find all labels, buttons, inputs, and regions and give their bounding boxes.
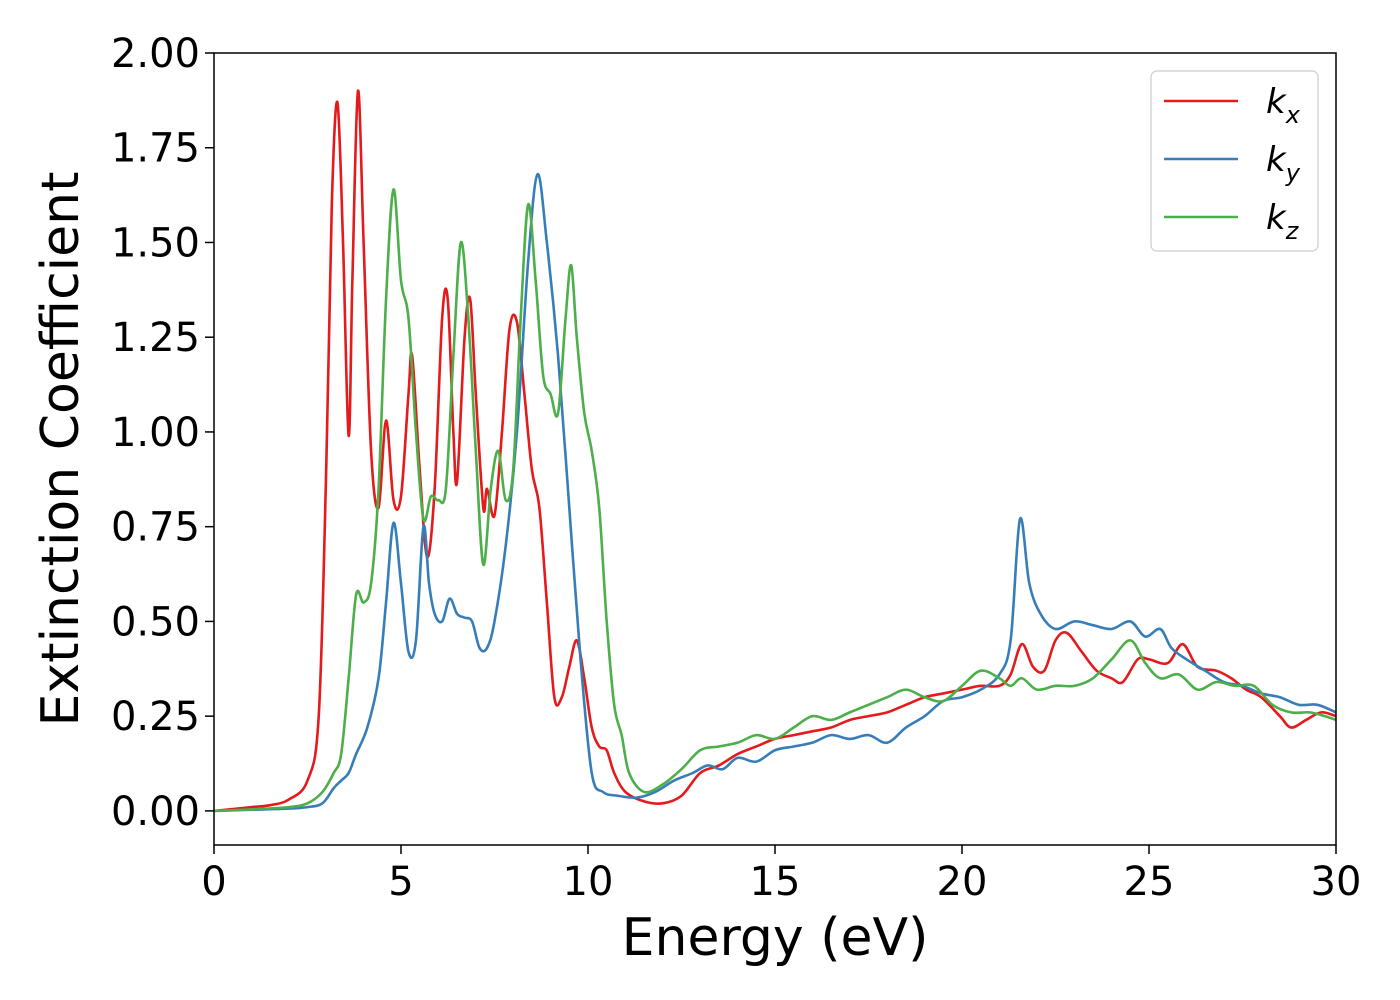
y-tick-label: 0.75 [111, 505, 200, 551]
x-tick-label: 20 [937, 859, 988, 905]
y-tick-label: 0.50 [111, 599, 200, 645]
legend-label-base: k [1266, 82, 1287, 122]
legend-label-subscript: x [1285, 101, 1301, 129]
y-tick-label: 1.75 [111, 126, 200, 172]
y-axis-label: Extinction Coefficient [31, 172, 91, 727]
legend-label-ky: ky [1266, 140, 1301, 187]
legend-label-subscript: z [1285, 217, 1300, 245]
y-tick-label: 0.00 [111, 789, 200, 835]
series-layer [214, 89, 1336, 813]
x-axis-label: Energy (eV) [622, 908, 929, 968]
y-tick-label: 0.25 [111, 694, 200, 740]
x-tick-label: 10 [563, 859, 614, 905]
legend-label-subscript: y [1285, 159, 1301, 187]
legend-label-base: k [1266, 198, 1287, 238]
legend-label-base: k [1266, 140, 1287, 180]
series-line-kz [214, 188, 1336, 813]
y-tick-label: 2.00 [111, 31, 200, 77]
y-tick-label: 1.50 [111, 220, 200, 266]
legend-label-kz: kz [1266, 198, 1300, 245]
y-tick-label: 1.00 [111, 410, 200, 456]
y-tick-label: 1.25 [111, 315, 200, 361]
series-line-ky [214, 172, 1336, 813]
x-tick-label: 5 [388, 859, 413, 905]
legend-label-kx: kx [1266, 82, 1301, 129]
x-tick-label: 15 [750, 859, 801, 905]
series-line-kx [214, 89, 1336, 813]
x-axis: 0 5 10 15 20 25 30 [201, 845, 1361, 905]
x-tick-label: 30 [1311, 859, 1362, 905]
x-tick-label: 0 [201, 859, 226, 905]
legend-box [1150, 70, 1319, 252]
x-tick-label: 25 [1124, 859, 1175, 905]
y-axis: 0.00 0.25 0.50 0.75 1.00 1.25 1.50 1.75 2.00 [111, 31, 214, 835]
